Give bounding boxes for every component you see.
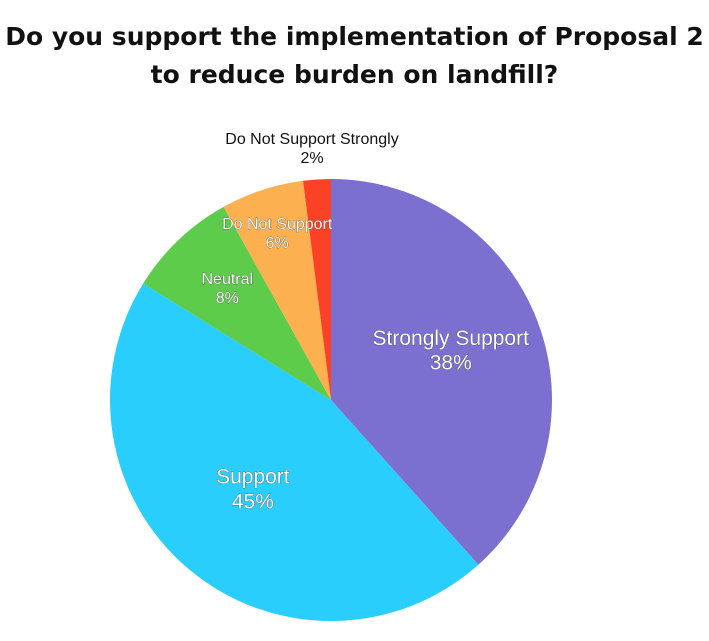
slice-label-support: Support bbox=[216, 466, 290, 489]
slice-label-neutral: Neutral bbox=[202, 271, 254, 288]
slice-value-support: 45% bbox=[232, 490, 274, 513]
pie-slice-support bbox=[110, 283, 479, 621]
pie-slice-strongly-support bbox=[331, 179, 552, 565]
chart-title: Do you support the implementation of Pro… bbox=[0, 18, 709, 94]
slice-value-strongly-support: 38% bbox=[430, 352, 472, 375]
pie-slice-do-not-support-strongly bbox=[303, 179, 331, 400]
pie-slice-do-not-support bbox=[223, 180, 331, 400]
slice-label-do-not-support-strongly: Do Not Support Strongly bbox=[225, 131, 398, 148]
slice-value-do-not-support: 6% bbox=[266, 235, 289, 252]
slice-value-do-not-support-strongly: 2% bbox=[300, 150, 323, 167]
slice-label-do-not-support: Do Not Support bbox=[222, 216, 333, 233]
chart-title-line-1: Do you support the implementation of Pro… bbox=[5, 22, 704, 51]
pie-slice-neutral bbox=[143, 206, 331, 400]
slice-value-neutral: 8% bbox=[216, 290, 239, 307]
chart-title-line-2: to reduce burden on landfill? bbox=[150, 60, 559, 89]
pie-slices bbox=[110, 179, 552, 621]
slice-label-strongly-support: Strongly Support bbox=[373, 327, 530, 350]
